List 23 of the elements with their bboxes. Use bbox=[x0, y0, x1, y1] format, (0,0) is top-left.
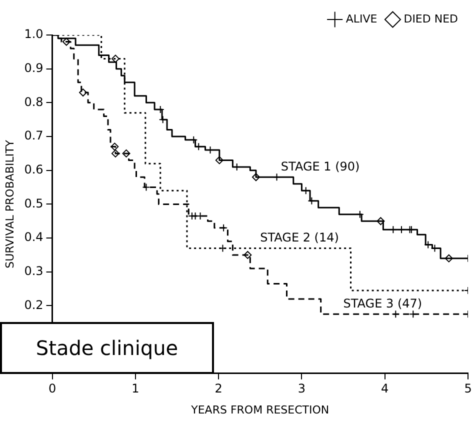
series-label: STAGE 1 (90) bbox=[280, 159, 360, 174]
y-tick-label: 0.4 bbox=[24, 230, 44, 244]
y-tick-label: 0.2 bbox=[24, 298, 44, 312]
y-tick-label: 0.7 bbox=[24, 128, 44, 143]
legend-label: ALIVE bbox=[346, 12, 378, 26]
x-tick-label: 1 bbox=[132, 382, 140, 396]
y-tick-label: 0.8 bbox=[24, 94, 44, 109]
series-label: STAGE 3 (47) bbox=[343, 296, 422, 310]
y-axis-title: SURVIVAL PROBABILITY bbox=[3, 140, 16, 268]
y-tick-label: 0.9 bbox=[24, 60, 44, 75]
text-box: Stade clinique bbox=[0, 322, 214, 374]
x-tick-label: 4 bbox=[381, 382, 389, 396]
x-tick-label: 3 bbox=[298, 382, 306, 396]
legend-label: DIED NED bbox=[404, 12, 458, 26]
x-axis-title: YEARS FROM RESECTION bbox=[190, 403, 330, 416]
x-tick-label: 0 bbox=[48, 382, 56, 396]
y-tick-label: 0.5 bbox=[24, 196, 44, 210]
y-tick-label: 0.6 bbox=[24, 162, 44, 176]
y-tick-label: 0.3 bbox=[24, 264, 44, 278]
y-tick-label: 1.0 bbox=[24, 27, 44, 42]
x-tick-label: 5 bbox=[464, 382, 472, 396]
x-tick-label: 2 bbox=[214, 382, 222, 396]
series-label: STAGE 2 (14) bbox=[260, 230, 339, 244]
